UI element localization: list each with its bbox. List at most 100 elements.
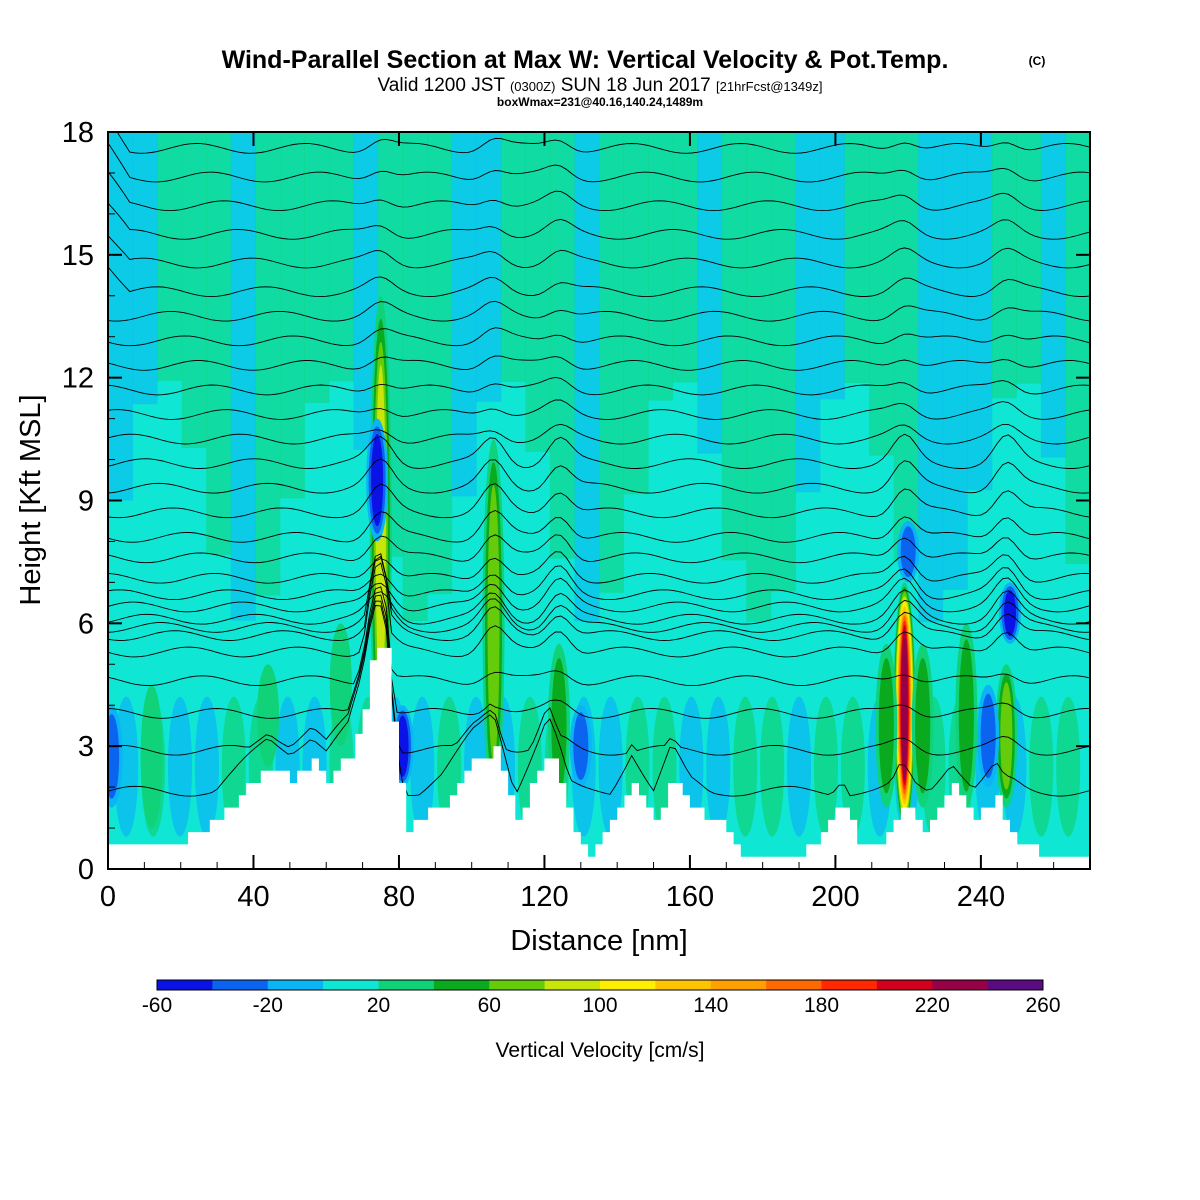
colorbar-frame xyxy=(156,979,1044,991)
field-cell xyxy=(598,696,623,837)
field-band xyxy=(918,132,944,623)
chart-title-mark: (C) xyxy=(1029,54,1046,68)
x-tick-label: 120 xyxy=(520,881,568,913)
subtitle-date: SUN 18 Jun 2017 xyxy=(561,75,711,96)
field-band xyxy=(230,132,256,621)
theta-contour xyxy=(108,534,1090,564)
x-tick-label: 40 xyxy=(237,881,269,913)
field-cell xyxy=(1056,696,1081,837)
field-band xyxy=(279,132,305,499)
colorbar-label: Vertical Velocity [cm/s] xyxy=(496,1039,705,1062)
theta-contour xyxy=(108,458,1090,494)
theta-contour xyxy=(108,327,1090,347)
colorbar-swatch xyxy=(710,980,767,990)
colorbar-tick-label: 180 xyxy=(804,994,839,1017)
colorbar-swatch xyxy=(932,980,988,990)
field-cell xyxy=(760,696,785,837)
colorbar-swatch xyxy=(157,980,213,990)
field-band xyxy=(844,132,870,384)
theta-contour xyxy=(108,300,1090,322)
field-band xyxy=(132,132,158,405)
field-band xyxy=(721,132,747,561)
axes: 0 40 80 120 160 200 240 0 3 6 9 12 15 18 xyxy=(62,117,1091,913)
theta-contour xyxy=(108,399,1090,420)
theta-contour xyxy=(108,553,1090,633)
colorbar-swatch xyxy=(987,980,1044,990)
theta-contour xyxy=(108,562,1090,658)
theta-contour xyxy=(108,565,1090,601)
field-band xyxy=(672,132,698,383)
theta-contour xyxy=(108,605,1090,797)
field-band xyxy=(574,132,600,622)
downdraft-core xyxy=(980,693,996,779)
downdraft-core xyxy=(371,433,384,527)
updraft-core xyxy=(257,664,280,767)
downdraft-core xyxy=(900,526,916,578)
colorbar-swatch xyxy=(267,980,324,990)
colorbar-tick-label: -60 xyxy=(142,994,172,1017)
x-tick-label: 200 xyxy=(811,881,859,913)
subtitle-valid: Valid 1200 JST xyxy=(378,75,506,96)
x-tick-label: 80 xyxy=(383,881,415,913)
field-band xyxy=(451,132,477,497)
field-band xyxy=(746,132,772,622)
downdraft-core xyxy=(396,715,409,777)
field-band xyxy=(967,132,993,491)
field-band xyxy=(108,132,134,501)
theta-contour xyxy=(108,510,1090,543)
theta-contour xyxy=(108,586,1090,687)
updraft-core xyxy=(1000,682,1013,790)
colorbar-tick-label: 20 xyxy=(367,994,390,1017)
field-cell xyxy=(410,696,435,837)
field-band xyxy=(157,132,183,381)
field-band xyxy=(500,132,526,382)
y-tick-label: 3 xyxy=(78,731,94,763)
field-band xyxy=(525,132,551,452)
chart-subtitle: Valid 1200 JST (0300Z) SUN 18 Jun 2017 [… xyxy=(378,75,823,96)
chart-title: Wind-Parallel Section at Max W: Vertical… xyxy=(222,46,949,74)
theta-contour xyxy=(108,235,1090,269)
x-tick-label: 160 xyxy=(666,881,714,913)
theta-contour xyxy=(108,577,1090,613)
field-cell xyxy=(733,696,758,837)
colorbar-swatch xyxy=(655,980,712,990)
theta-contour xyxy=(108,551,1090,584)
field-band xyxy=(1040,132,1066,458)
colorbar-swatch xyxy=(323,980,379,990)
colorbar-swatch xyxy=(489,980,545,990)
colorbar-tick-label: 220 xyxy=(915,994,950,1017)
theta-contour xyxy=(108,423,1090,445)
colorbar-swatch xyxy=(212,980,269,990)
field-band xyxy=(255,132,281,596)
terrain xyxy=(108,647,1090,869)
y-tick-label: 18 xyxy=(62,117,94,149)
y-tick-label: 15 xyxy=(62,240,94,272)
downdraft-core xyxy=(1003,590,1016,637)
colorbar: -60 -20 20 60 100 140 180 220 260 xyxy=(142,979,1061,1017)
colorbar-swatch xyxy=(433,980,490,990)
field-band xyxy=(991,132,1017,399)
colorbar-swatch xyxy=(600,980,656,990)
colorbar-swatch xyxy=(821,980,878,990)
updraft-core xyxy=(329,623,352,747)
field-cell xyxy=(840,696,865,837)
colorbar-tick-label: -20 xyxy=(253,994,283,1017)
subtitle-utc: (0300Z) xyxy=(510,79,556,94)
theta-contour xyxy=(108,600,1090,756)
theta-contour xyxy=(108,433,1090,469)
theta-contour xyxy=(108,555,1090,641)
theta-contour xyxy=(108,142,1090,183)
subtitle-fcst: [21hrFcst@1349z] xyxy=(716,79,822,94)
velocity-field xyxy=(108,132,1090,869)
field-cell xyxy=(813,696,838,837)
updraft-core xyxy=(487,485,500,762)
box-info: boxWmax=231@40.16,140.24,1489m xyxy=(497,95,703,109)
downdraft-core xyxy=(573,712,589,781)
theta-contour xyxy=(108,483,1090,519)
terrain-mask xyxy=(108,647,1090,869)
theta-contour xyxy=(108,594,1090,719)
field-cell xyxy=(168,696,193,837)
theta-contour xyxy=(108,171,1090,212)
colorbar-tick-label: 260 xyxy=(1025,994,1060,1017)
